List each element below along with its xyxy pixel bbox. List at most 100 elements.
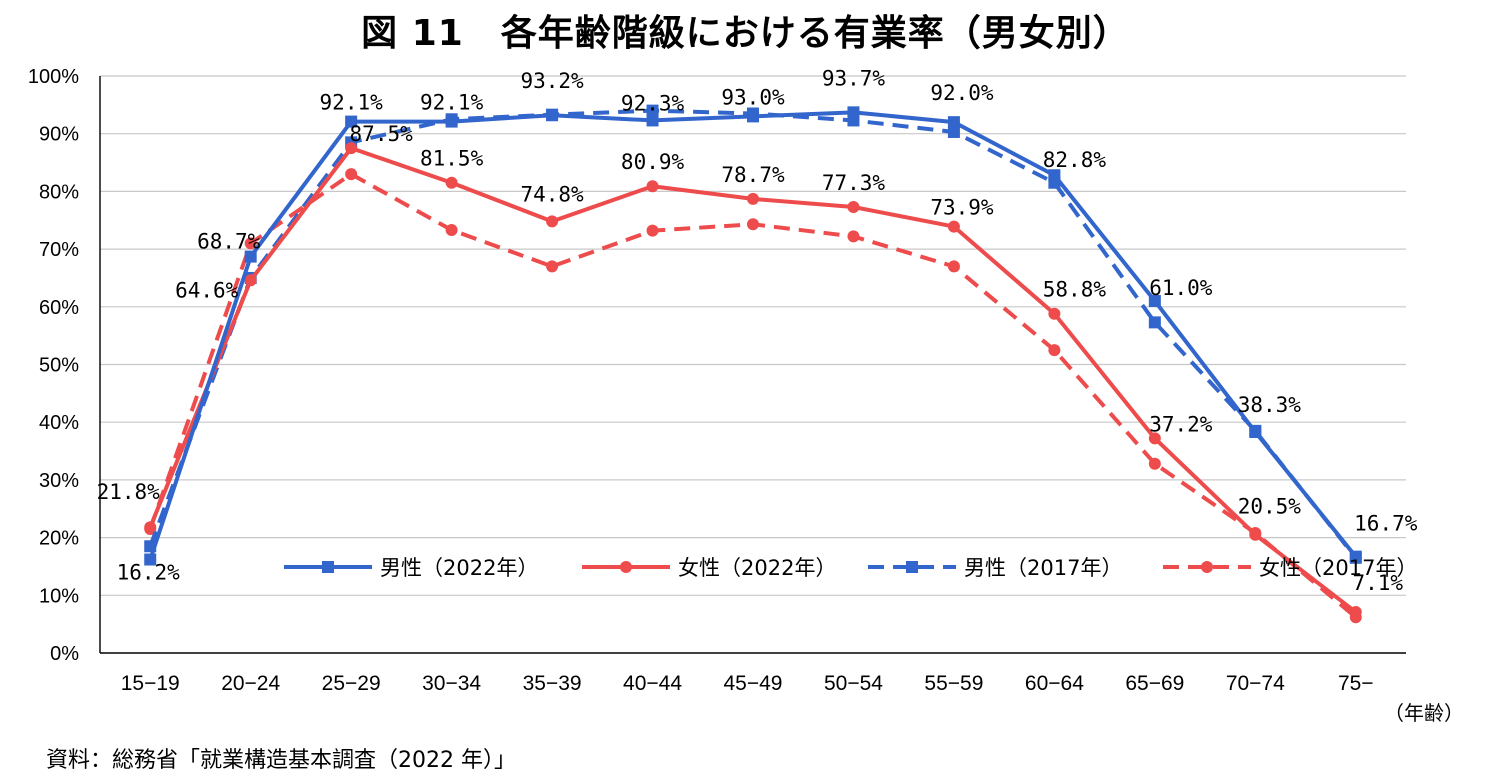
data-point — [747, 192, 759, 205]
data-point — [646, 114, 659, 127]
y-tick-label: 70% — [39, 239, 79, 261]
x-tick-label: 45−49 — [724, 672, 783, 695]
data-point — [747, 218, 759, 231]
data-point — [1349, 606, 1362, 619]
data-label: 73.9% — [930, 196, 994, 220]
data-label: 80.9% — [621, 150, 685, 174]
x-tick-label: 50−54 — [824, 672, 883, 695]
y-tick-label: 50% — [39, 355, 79, 377]
data-point — [947, 116, 960, 129]
x-tick-label: 20−24 — [221, 672, 280, 695]
data-point — [345, 168, 358, 181]
legend-label: 女性（2017年） — [1259, 556, 1417, 580]
x-tick-label: 75− — [1338, 672, 1374, 695]
data-label: 92.1% — [320, 91, 384, 115]
data-point — [847, 230, 860, 243]
data-point — [244, 250, 257, 263]
data-label: 20.5% — [1238, 495, 1302, 519]
y-tick-label: 10% — [39, 585, 79, 607]
data-point — [847, 106, 860, 119]
data-label: 92.3% — [621, 91, 685, 115]
data-point — [546, 260, 559, 273]
y-tick-label: 20% — [39, 528, 79, 550]
y-axis-ticks: 0% 10% 20% 30% 40% 50% 60% 70% 80% 90% 100% — [28, 66, 79, 665]
data-point — [546, 215, 559, 228]
x-axis-unit-label: （年齢） — [1384, 701, 1464, 725]
data-point — [1249, 528, 1262, 541]
legend-marker — [620, 561, 632, 573]
data-label: 82.8% — [1043, 148, 1107, 172]
y-tick-label: 0% — [50, 643, 79, 665]
data-label: 81.5% — [420, 147, 484, 171]
data-point — [1249, 426, 1262, 439]
data-point — [445, 224, 458, 237]
axes — [99, 76, 1406, 654]
data-point — [947, 125, 960, 138]
data-label: 58.8% — [1043, 278, 1107, 302]
data-label: 16.2% — [117, 561, 181, 585]
x-axis-ticks: 15−19 20−24 25−29 30−34 35−39 40−44 45−49 50−54… — [121, 672, 1374, 695]
y-tick-label: 60% — [39, 297, 79, 319]
legend-label: 女性（2022年） — [678, 556, 836, 580]
y-tick-label: 90% — [39, 124, 79, 146]
data-label: 21.8% — [97, 480, 161, 504]
x-tick-label: 35−39 — [523, 672, 582, 695]
data-point — [1148, 295, 1161, 308]
data-point — [546, 109, 559, 122]
legend-label: 男性（2022年） — [380, 556, 538, 580]
data-point — [1148, 316, 1161, 329]
data-label: 61.0% — [1149, 276, 1213, 300]
data-label: 87.5% — [350, 122, 414, 146]
data-point — [847, 200, 860, 213]
data-point — [445, 115, 458, 128]
x-tick-label: 30−34 — [422, 672, 481, 695]
data-point — [1148, 457, 1161, 470]
data-label: 77.3% — [822, 171, 886, 195]
data-point — [1048, 169, 1061, 182]
legend-marker — [906, 561, 918, 573]
chart-title: 図 11 各年齢階級における有業率（男女別） — [361, 13, 1130, 54]
data-point — [947, 260, 960, 273]
data-label: 78.7% — [721, 163, 785, 187]
data-point — [244, 274, 257, 287]
data-point — [1048, 307, 1061, 320]
data-label: 93.7% — [822, 66, 886, 90]
x-tick-label: 70−74 — [1226, 672, 1285, 695]
data-label: 68.7% — [197, 230, 261, 254]
data-point — [244, 237, 257, 250]
data-point — [1349, 550, 1362, 563]
x-tick-label: 15−19 — [121, 672, 180, 695]
data-label: 38.3% — [1238, 393, 1302, 417]
source-note: 資料：総務省「就業構造基本調査（2022 年）」 — [46, 748, 516, 773]
data-label: 93.0% — [721, 85, 785, 109]
data-point — [646, 104, 659, 117]
y-tick-label: 100% — [28, 66, 79, 88]
grid-lines — [100, 75, 1406, 596]
x-tick-label: 25−29 — [322, 672, 381, 695]
data-label: 16.7% — [1354, 512, 1418, 536]
data-point — [646, 224, 659, 237]
legend: 男性（2022年） 女性（2022年） 男性（2017年） 女性（2017年） — [284, 556, 1417, 580]
data-label: 93.2% — [520, 69, 584, 93]
series-line — [148, 146, 1357, 614]
y-tick-label: 80% — [39, 181, 79, 203]
data-label: 37.2% — [1149, 412, 1213, 436]
y-tick-label: 30% — [39, 470, 79, 492]
data-point — [1048, 344, 1061, 357]
x-tick-label: 40−44 — [623, 672, 682, 695]
legend-label: 男性（2017年） — [964, 556, 1122, 580]
data-point — [646, 180, 659, 193]
data-point — [947, 220, 960, 233]
series-lines — [144, 104, 1362, 624]
data-label: 64.6% — [175, 278, 239, 302]
data-label: 74.8% — [520, 182, 584, 206]
data-point — [747, 110, 759, 123]
data-point — [345, 142, 358, 155]
x-tick-label: 65−69 — [1125, 672, 1184, 695]
data-point — [144, 521, 157, 534]
x-tick-label: 55−59 — [924, 672, 983, 695]
data-label: 92.1% — [420, 91, 484, 115]
legend-marker — [322, 561, 334, 573]
data-label: 92.0% — [930, 81, 994, 105]
